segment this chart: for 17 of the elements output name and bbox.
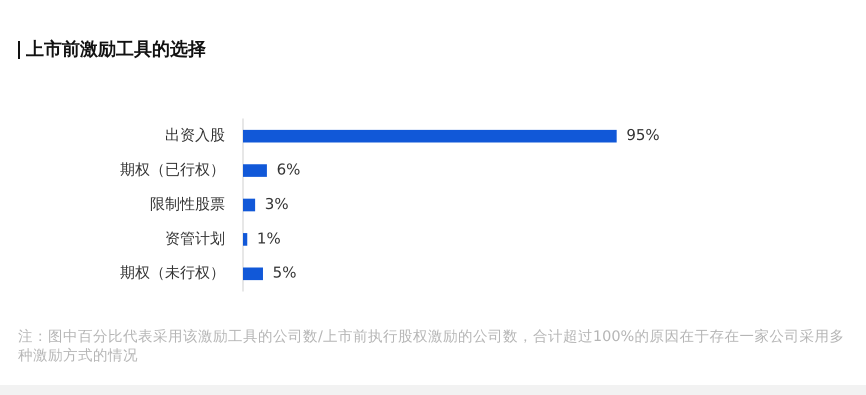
data-label: 5% — [272, 264, 296, 282]
data-label: 3% — [264, 194, 289, 213]
bar — [243, 130, 617, 143]
bar — [243, 164, 267, 177]
y-tick-label: 限制性股票 — [150, 194, 225, 213]
y-tick-label: 期权（未行权） — [120, 264, 225, 282]
bar — [243, 198, 256, 212]
y-tick-label: 出资入股 — [165, 126, 225, 144]
text: 注：图中百分比代表采用该激励工具的公司数/上市前执行股权激励的公司数，合计超过100%的原因在于存在一家公司采用多种激励方式的情况 — [18, 328, 846, 366]
bar — [243, 233, 248, 246]
y-tick-label: 期权（已行权） — [120, 160, 225, 178]
data-label: 1% — [256, 229, 281, 248]
bar — [243, 267, 263, 280]
y-tick-label: 资管计划 — [165, 229, 225, 248]
data-label: 6% — [276, 160, 300, 178]
chart-title: 上市前激励工具的选择 — [26, 38, 206, 61]
data-label: 95% — [626, 126, 660, 144]
